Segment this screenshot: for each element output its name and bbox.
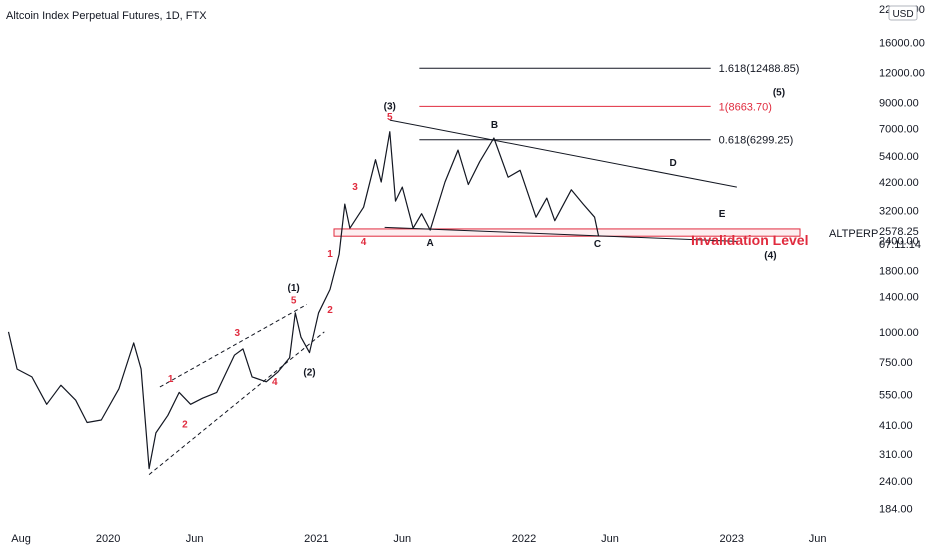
x-tick-label: 2022 [512, 533, 536, 545]
price-series-line [7, 131, 600, 470]
wave-label: E [719, 209, 726, 220]
y-tick-label: 3200.00 [879, 205, 919, 217]
y-tick-label: 1400.00 [879, 292, 919, 304]
x-tick-label: Jun [393, 533, 411, 545]
wave-label: 4 [361, 237, 367, 248]
wave-label: (5) [773, 88, 785, 99]
x-tick-label: Aug [11, 533, 31, 545]
x-tick-label: 2020 [96, 533, 120, 545]
x-tick-label: Jun [809, 533, 827, 545]
fib-level-label: 0.618(6299.25) [719, 135, 794, 147]
wave-label: 2 [182, 420, 188, 431]
countdown-label: 07:11:14 [879, 239, 921, 251]
fib-level-label: 1(8663.70) [719, 101, 772, 113]
x-tick-label: Jun [601, 533, 619, 545]
wave-label: C [594, 239, 601, 250]
wave-label: B [491, 120, 498, 131]
price-axis[interactable]: 22000.0016000.0012000.009000.007000.0054… [879, 4, 925, 516]
trendline [389, 119, 737, 188]
y-tick-label: 4200.00 [879, 177, 919, 189]
y-tick-label: 12000.00 [879, 67, 925, 79]
wave-label: (1) [287, 283, 299, 294]
x-tick-label: 2023 [719, 533, 743, 545]
currency-badge[interactable] [888, 5, 918, 21]
wave-label: 1 [327, 249, 333, 260]
last-price-label: 2578.25 [879, 226, 919, 238]
y-tick-label: 184.00 [879, 504, 913, 516]
wave-label: A [427, 238, 434, 249]
y-tick-label: 310.00 [879, 449, 913, 461]
invalidation-zone [333, 228, 801, 237]
wave-label: (3) [384, 102, 396, 113]
y-tick-label: 240.00 [879, 476, 913, 488]
y-tick-label: 7000.00 [879, 124, 919, 136]
plot-area[interactable]: 1.618(12488.85) 1(8663.70) 0.618(6299.25) 1… [7, 63, 801, 475]
time-axis[interactable]: Aug 2020 Jun 2021 Jun 2022 Jun 2023 Jun [11, 533, 826, 545]
trendline [148, 331, 325, 475]
wave-label: 3 [234, 328, 240, 339]
y-tick-label: 16000.00 [879, 37, 925, 49]
wave-label: 2 [327, 305, 333, 316]
wave-label: (2) [303, 367, 315, 378]
wave-label: 5 [291, 296, 297, 307]
y-tick-label: 2400.00 [879, 235, 919, 247]
wave-label: D [670, 158, 677, 169]
invalidation-label: Invalidation Level [691, 232, 808, 248]
wave-label: 3 [352, 182, 358, 193]
wave-label: 4 [272, 377, 278, 388]
y-tick-label: 5400.00 [879, 151, 919, 163]
trendline [159, 304, 307, 388]
fib-level-label: 1.618(12488.85) [719, 63, 800, 75]
wave-label: 1 [168, 374, 174, 385]
symbol-label: ALTPERP [829, 228, 878, 240]
y-tick-label: 9000.00 [879, 97, 919, 109]
wave-label: (4) [764, 250, 776, 261]
y-tick-label: 1800.00 [879, 266, 919, 278]
y-tick-label: 750.00 [879, 357, 913, 369]
wave-label: 5 [387, 112, 393, 123]
x-tick-label: 2021 [304, 533, 328, 545]
x-tick-label: Jun [186, 533, 204, 545]
trendline [384, 226, 737, 242]
y-tick-label: 1000.00 [879, 327, 919, 339]
y-tick-label: 550.00 [879, 389, 913, 401]
currency-label: USD [892, 9, 913, 20]
chart-title: Altcoin Index Perpetual Futures, 1D, FTX [6, 10, 207, 22]
y-tick-label: 410.00 [879, 420, 913, 432]
